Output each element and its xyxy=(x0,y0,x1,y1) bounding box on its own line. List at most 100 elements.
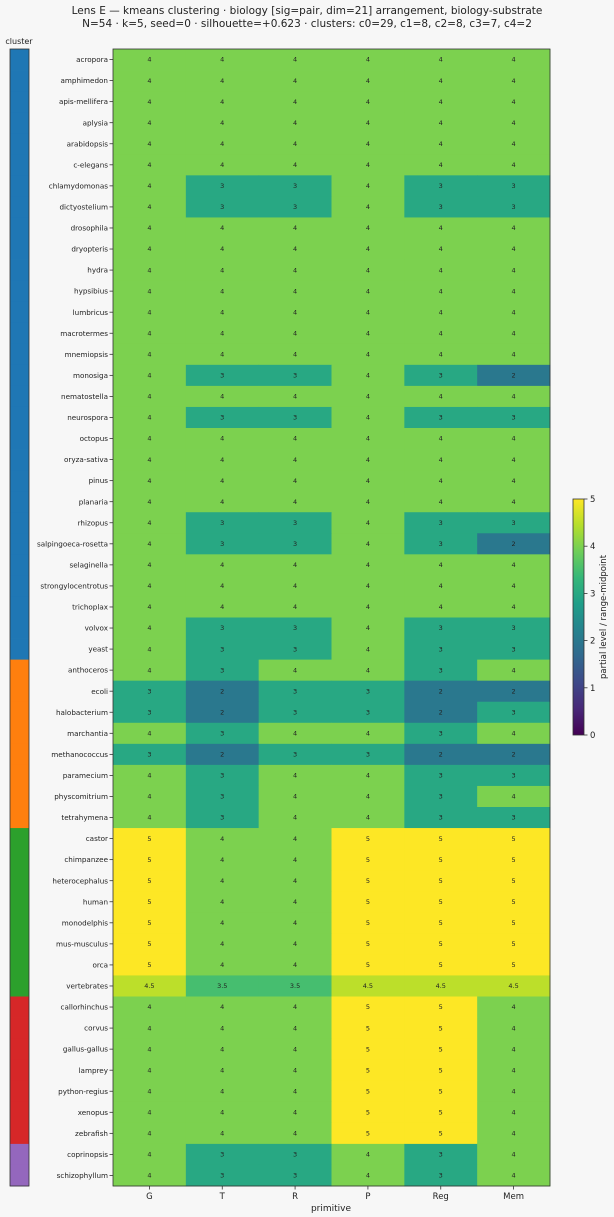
row-label: amphimedon xyxy=(61,76,108,85)
heatmap-cell xyxy=(404,301,478,324)
cell-value-label: 4 xyxy=(366,540,370,548)
cluster-strip-label: cluster xyxy=(5,37,33,46)
heatmap-cell xyxy=(477,1080,551,1103)
cell-value-label: 4 xyxy=(366,203,370,211)
cell-value-label: 4.5 xyxy=(436,982,446,990)
heatmap-cell xyxy=(331,1143,405,1166)
cell-value-label: 4 xyxy=(439,119,443,127)
heatmap-cell xyxy=(185,870,260,892)
heatmap-cell xyxy=(113,449,187,471)
cell-value-label: 3 xyxy=(439,519,443,527)
cell-value-label: 4 xyxy=(220,351,224,359)
cell-value-label: 4 xyxy=(439,456,443,464)
heatmap-cell xyxy=(185,680,260,703)
cell-value-label: 5 xyxy=(366,1066,370,1074)
cell-value-label: 4 xyxy=(293,287,297,295)
cluster-strip-cell xyxy=(10,701,29,724)
cell-value-label: 4 xyxy=(366,814,370,822)
heatmap-cell xyxy=(185,385,260,408)
heatmap-cell xyxy=(185,954,260,976)
cell-value-label: 4 xyxy=(439,582,443,590)
cell-value-label: 4 xyxy=(512,561,516,569)
heatmap-cell xyxy=(477,343,551,366)
cell-value-label: 4 xyxy=(439,140,443,148)
row-label: halobacterium xyxy=(56,708,108,717)
cell-value-label: 4 xyxy=(512,793,516,801)
row-label: volvox xyxy=(85,624,109,633)
cell-value-label: 3.5 xyxy=(290,982,300,990)
cell-value-label: 4 xyxy=(512,456,516,464)
cell-value-label: 3 xyxy=(220,182,224,190)
heatmap-cell xyxy=(185,217,260,239)
cell-value-label: 4 xyxy=(147,477,151,485)
heatmap-cell xyxy=(477,828,551,850)
cell-value-label: 4.5 xyxy=(508,982,518,990)
heatmap-cell xyxy=(113,912,187,934)
heatmap-cell xyxy=(258,638,332,661)
heatmap-cell xyxy=(404,785,478,808)
heatmap-cell xyxy=(404,533,478,555)
cell-value-label: 3 xyxy=(293,1172,297,1180)
heatmap-cell xyxy=(258,975,332,997)
heatmap-cell xyxy=(113,112,187,134)
cell-value-label: 4 xyxy=(147,1003,151,1011)
heatmap-cell xyxy=(113,596,187,618)
heatmap-cell xyxy=(185,891,260,913)
row-labels: acropora amphimedon apis-mellifera aplysia a… xyxy=(37,55,113,1180)
cluster-strip-cell xyxy=(10,638,29,661)
cell-value-label: 4 xyxy=(147,1151,151,1159)
cell-value-label: 3 xyxy=(439,814,443,822)
cluster-strip-frame xyxy=(9,48,30,1187)
cell-value-label: 4 xyxy=(147,519,151,527)
cell-value-label: 4 xyxy=(366,351,370,359)
heatmap-cell xyxy=(258,301,332,324)
cell-value-label: 4 xyxy=(439,308,443,316)
row-label: xenopus xyxy=(78,1108,109,1117)
heatmap-cell xyxy=(404,406,478,429)
heatmap-cell xyxy=(113,701,187,724)
cell-value-label: 4 xyxy=(512,1109,516,1117)
column-label: Reg xyxy=(433,1192,449,1202)
heatmap-cell xyxy=(477,449,551,471)
heatmap-cell xyxy=(113,975,187,997)
cell-value-label: 4 xyxy=(220,266,224,274)
cell-value-label: 3 xyxy=(366,687,370,695)
heatmap-cell xyxy=(331,638,405,661)
cell-value-label: 3 xyxy=(512,182,516,190)
heatmap-cell xyxy=(113,322,187,345)
cluster-strip-cell xyxy=(10,912,29,934)
cell-value-label: 4 xyxy=(293,1003,297,1011)
heatmap-cell xyxy=(258,175,332,197)
cluster-strip-cell xyxy=(10,70,29,92)
heatmap-cell xyxy=(404,1164,478,1187)
column-label: G xyxy=(146,1192,153,1202)
cell-value-label: 4 xyxy=(512,1066,516,1074)
heatmap-cell xyxy=(258,596,332,618)
heatmap-cell xyxy=(185,343,260,366)
cell-value-label: 4 xyxy=(293,1087,297,1095)
cell-value-label: 4 xyxy=(366,730,370,738)
heatmap-cell xyxy=(331,743,405,766)
cell-value-label: 5 xyxy=(147,919,151,927)
heatmap-cell xyxy=(258,238,332,260)
heatmap-cell xyxy=(113,49,187,71)
row-label: lamprey xyxy=(79,1066,109,1075)
cluster-strip-cell xyxy=(10,1059,29,1082)
heatmap-cell xyxy=(331,701,405,724)
heatmap-cell xyxy=(404,1080,478,1103)
heatmap-cell xyxy=(404,1038,478,1061)
row-label: human xyxy=(83,897,108,906)
cluster-strip-cell xyxy=(10,975,29,997)
heatmap-cell xyxy=(477,954,551,976)
cell-value-label: 3 xyxy=(293,540,297,548)
cluster-strip-cell xyxy=(10,217,29,239)
cell-value-label: 3 xyxy=(366,708,370,716)
cell-value-label: 4 xyxy=(512,329,516,337)
heatmap-cell xyxy=(404,828,478,850)
heatmap-cell xyxy=(477,1038,551,1061)
cell-value-label: 4 xyxy=(439,287,443,295)
heatmap-cell xyxy=(404,112,478,134)
heatmap-cell xyxy=(185,533,260,555)
cell-value-label: 4 xyxy=(512,1087,516,1095)
cell-value-label: 4.5 xyxy=(144,982,154,990)
